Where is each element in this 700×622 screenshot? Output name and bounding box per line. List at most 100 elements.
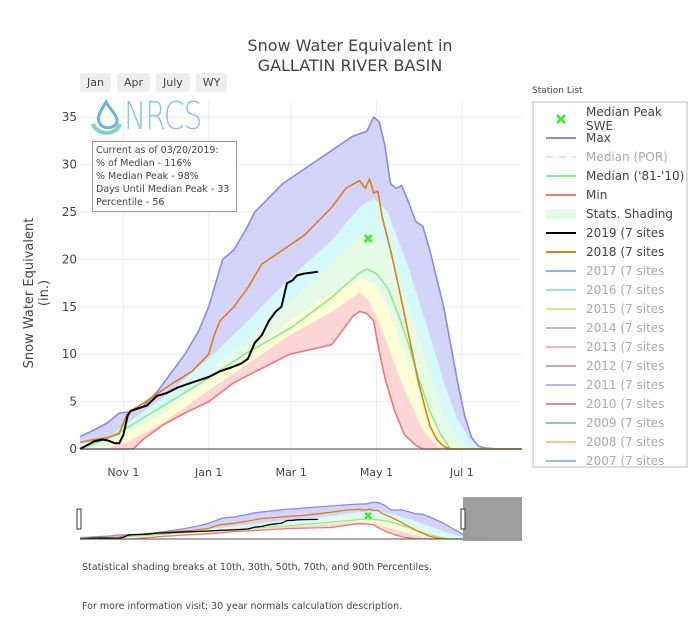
legend-item[interactable]: 2015 (7 sites	[534, 299, 686, 318]
chart-title-line1: Snow Water Equivalent in	[247, 36, 453, 55]
legend-swatch	[546, 455, 576, 467]
y-tick-label: 20	[62, 252, 77, 266]
range-slider-bg	[80, 497, 522, 541]
series-line-median-81-10-	[79, 268, 522, 450]
shading-band-p70-p50	[80, 231, 522, 449]
shading-band-p90-p70	[80, 197, 522, 449]
mini-series-line	[79, 508, 522, 540]
info-days-until-peak: Days Until Median Peak - 33	[96, 184, 230, 195]
legend-label: 2009 (7 sites	[586, 415, 665, 430]
legend-swatch	[546, 246, 576, 258]
legend-item[interactable]: 2010 (7 sites	[534, 394, 686, 413]
legend-label: 2017 (7 sites	[586, 263, 665, 278]
shading-note: Statistical shading breaks at 10th, 30th…	[82, 562, 433, 573]
legend-item[interactable]: Median (POR)	[534, 147, 686, 166]
more-info-text: For more information visit: 30 year norm…	[82, 601, 403, 612]
legend-item[interactable]: 2013 (7 sites	[534, 337, 686, 356]
legend-item[interactable]: Stats. Shading	[534, 204, 686, 223]
mini-series-line	[79, 518, 318, 540]
legend-label: 2018 (7 sites	[586, 244, 665, 259]
current-stats-box: Current as of 03/20/2019: % of Median - …	[92, 141, 237, 212]
legend-item[interactable]: Min	[534, 185, 686, 204]
x-tick-label: Jul 1	[449, 466, 474, 479]
range-selector: Jan Apr July WY	[80, 73, 228, 92]
legend-swatch	[546, 398, 576, 410]
legend-swatch	[546, 227, 576, 239]
legend-item[interactable]: 2014 (7 sites	[534, 318, 686, 337]
legend-item[interactable]: Max	[534, 128, 686, 147]
series-line-min	[80, 310, 522, 450]
mini-series-line	[80, 523, 522, 540]
legend-item[interactable]: 2016 (7 sites	[534, 280, 686, 299]
legend-label: 2014 (7 sites	[586, 320, 665, 335]
legend-label: Median ('81-'10)	[586, 168, 685, 183]
legend-item[interactable]: 2011 (7 sites	[534, 375, 686, 394]
y-tick-label: 30	[62, 158, 77, 172]
legend-swatch	[546, 189, 576, 201]
y-tick-label: 25	[62, 205, 77, 219]
median-peak-marker	[363, 234, 373, 243]
series-line-2019-7-sites	[79, 270, 318, 450]
legend-label: Stats. Shading	[586, 206, 674, 221]
x-marker-icon	[546, 113, 576, 125]
y-tick-label: 10	[62, 347, 77, 361]
range-button-wy[interactable]: WY	[195, 73, 228, 92]
nrcs-logo: NRCS	[90, 94, 220, 138]
range-slider	[76, 497, 522, 541]
chart-title: Snow Water Equivalent in GALLATIN RIVER …	[200, 36, 500, 76]
chart-title-line2: GALLATIN RIVER BASIN	[257, 56, 443, 75]
legend-label: 2019 (7 sites	[586, 225, 665, 240]
legend-swatch	[546, 151, 576, 163]
legend-label: 2010 (7 sites	[586, 396, 665, 411]
info-percentile: Percentile - 56	[96, 197, 165, 208]
mini-series-line	[79, 518, 522, 540]
y-tick-label: 35	[62, 110, 77, 124]
info-pct-median: % of Median - 116%	[96, 158, 192, 169]
legend-item[interactable]: Median Peak SWE	[534, 105, 686, 133]
legend-label: 2013 (7 sites	[586, 339, 665, 354]
legend-item[interactable]: 2018 (7 sites	[534, 242, 686, 261]
legend-label: 2011 (7 sites	[586, 377, 665, 392]
legend-swatch	[546, 322, 576, 334]
legend-swatch	[546, 341, 576, 353]
legend-swatch	[546, 265, 576, 277]
range-button-july[interactable]: July	[156, 73, 190, 92]
series-line-2018-7-sites	[79, 178, 522, 450]
range-slider-handle-right[interactable]	[460, 508, 466, 530]
x-tick-label: Nov 1	[107, 466, 139, 479]
legend-label: Min	[586, 187, 608, 202]
legend-label: 2016 (7 sites	[586, 282, 665, 297]
legend-item[interactable]: 2007 (7 sites	[534, 451, 686, 470]
y-axis-label: Snow Water Equivalent (in.)	[22, 217, 52, 369]
x-tick-label: May 1	[360, 466, 393, 479]
range-slider-mask	[463, 497, 522, 541]
mini-shading-band	[80, 502, 522, 539]
logo-text: NRCS	[124, 94, 202, 138]
legend-item[interactable]: 2019 (7 sites	[534, 223, 686, 242]
legend-swatch	[546, 379, 576, 391]
legend-label: Median (POR)	[586, 149, 668, 164]
legend-item[interactable]: 2017 (7 sites	[534, 261, 686, 280]
legend-label: 2015 (7 sites	[586, 301, 665, 316]
legend-swatch	[546, 170, 576, 182]
legend-swatch	[546, 303, 576, 315]
y-tick-label: 5	[69, 395, 77, 409]
legend-item[interactable]: 2009 (7 sites	[534, 413, 686, 432]
range-slider-handle-left[interactable]	[76, 508, 82, 530]
y-tick-label: 0	[69, 442, 77, 456]
shading-band-p50-p30	[80, 278, 522, 449]
mini-median-peak-marker	[364, 511, 372, 520]
x-tick-label: Mar 1	[276, 466, 307, 479]
range-button-apr[interactable]: Apr	[116, 73, 150, 92]
legend-label: Max	[586, 130, 611, 145]
legend-swatch	[546, 284, 576, 296]
range-button-jan[interactable]: Jan	[80, 73, 111, 92]
info-current-date: Current as of 03/20/2019:	[96, 145, 219, 156]
legend-item[interactable]: Median ('81-'10)	[534, 166, 686, 185]
legend-item[interactable]: 2012 (7 sites	[534, 356, 686, 375]
legend-swatch	[546, 436, 576, 448]
x-tick-label: Jan 1	[194, 466, 222, 479]
legend-item[interactable]: 2008 (7 sites	[534, 432, 686, 451]
legend-swatch	[546, 360, 576, 372]
y-tick-label: 15	[62, 300, 77, 314]
